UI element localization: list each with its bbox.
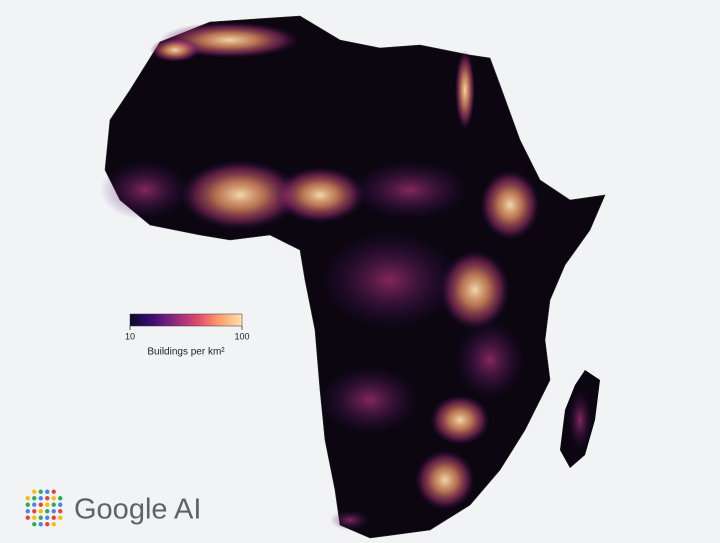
logo-dot xyxy=(32,515,37,520)
logo-dot xyxy=(51,522,56,527)
colorbar-tick-label: 100 xyxy=(234,331,249,341)
logo-dot xyxy=(25,509,30,514)
logo-dot xyxy=(58,515,63,520)
logo-dot xyxy=(45,489,50,494)
logo-dot xyxy=(58,509,63,514)
logo-dot xyxy=(25,502,30,507)
logo-dot xyxy=(45,502,50,507)
logo-dot xyxy=(51,496,56,501)
logo-dot xyxy=(25,496,30,501)
logo-dot xyxy=(38,496,43,501)
colorbar xyxy=(129,313,243,327)
logo-dot xyxy=(32,502,37,507)
logo-dot xyxy=(32,522,37,527)
logo-dot xyxy=(38,522,43,527)
logo-dot xyxy=(51,502,56,507)
logo-dot xyxy=(32,489,37,494)
logo-dot xyxy=(32,509,37,514)
colorbar-label: Buildings per km² xyxy=(147,347,225,358)
density-glow xyxy=(100,22,592,530)
logo-dot xyxy=(45,509,50,514)
logo-text: Google AI xyxy=(74,494,201,526)
logo-dot xyxy=(32,496,37,501)
google-ai-logo xyxy=(25,489,63,527)
logo-dot xyxy=(45,522,50,527)
logo-dot xyxy=(38,502,43,507)
logo-dot xyxy=(51,509,56,514)
logo-dot xyxy=(58,496,63,501)
logo-dot xyxy=(38,489,43,494)
logo-dot xyxy=(51,489,56,494)
logo-dot xyxy=(58,502,63,507)
colorbar-tick-label: 10 xyxy=(125,331,135,341)
logo-dot xyxy=(25,515,30,520)
logo-dot xyxy=(45,496,50,501)
logo-dot xyxy=(45,515,50,520)
logo-dot xyxy=(38,509,43,514)
logo-dot xyxy=(51,515,56,520)
logo-dot xyxy=(38,515,43,520)
